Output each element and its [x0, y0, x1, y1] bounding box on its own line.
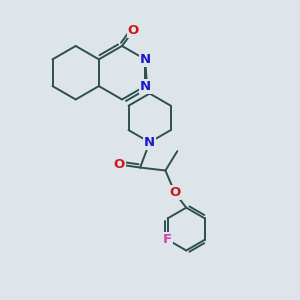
- Text: F: F: [163, 233, 172, 246]
- Text: O: O: [169, 186, 181, 199]
- Text: O: O: [128, 24, 139, 37]
- Text: N: N: [140, 53, 151, 66]
- Text: N: N: [144, 136, 155, 149]
- Text: N: N: [140, 80, 151, 93]
- Text: O: O: [114, 158, 125, 171]
